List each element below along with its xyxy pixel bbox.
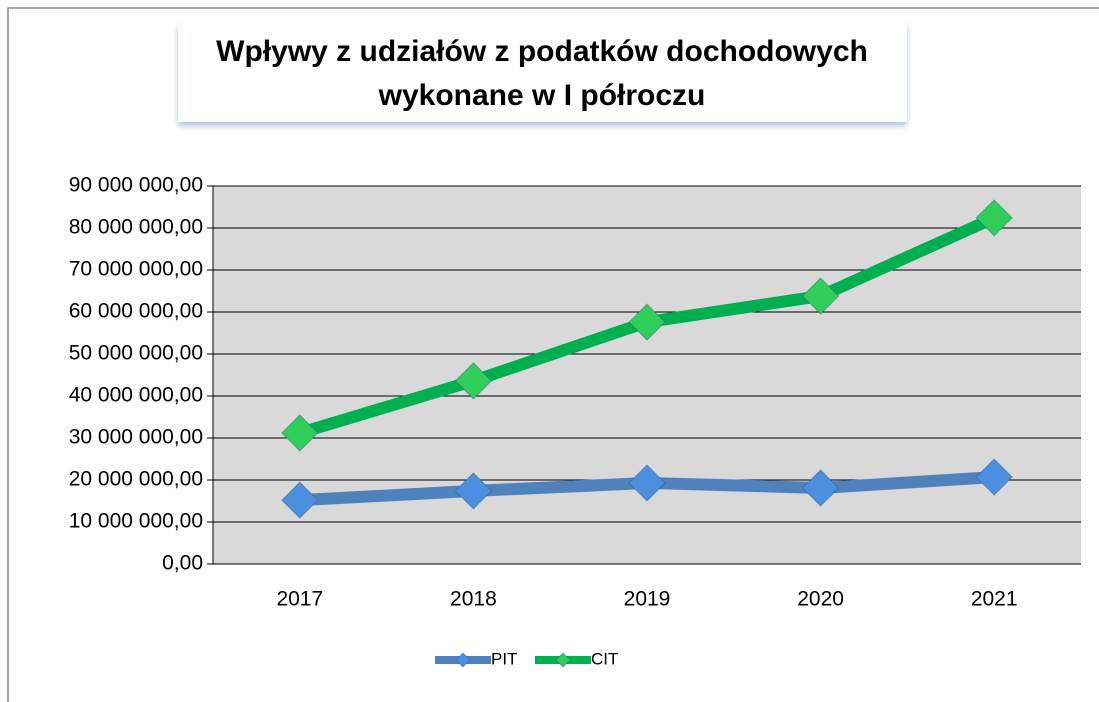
y-tick-label: 70 000 000,00 (69, 258, 203, 281)
marker (801, 277, 840, 315)
marker (628, 464, 666, 502)
marker (628, 303, 666, 341)
chart-title: Wpływy z udziałów z podatków dochodowych (216, 35, 868, 68)
x-tick-label: 2019 (624, 588, 671, 611)
chart-border (7, 7, 1099, 702)
y-tick-label: 80 000 000,00 (69, 216, 203, 239)
chart-title: wykonane w I półroczu (378, 79, 706, 112)
y-tick-label: 0,00 (162, 552, 203, 575)
marker (801, 469, 840, 507)
legend-label: PIT (491, 649, 517, 668)
marker (281, 481, 319, 519)
marker (454, 362, 493, 400)
y-tick-label: 50 000 000,00 (69, 342, 203, 365)
marker (281, 414, 319, 452)
x-tick-label: 2018 (450, 588, 497, 611)
legend-marker (555, 652, 571, 668)
legend-marker (455, 652, 471, 668)
y-tick-label: 40 000 000,00 (69, 384, 203, 407)
y-tick-label: 20 000 000,00 (69, 468, 203, 491)
y-tick-label: 30 000 000,00 (69, 426, 203, 449)
x-tick-label: 2020 (797, 588, 844, 611)
legend-label: CIT (591, 649, 618, 668)
x-tick-label: 2021 (971, 588, 1018, 611)
title-box (178, 22, 907, 122)
y-tick-label: 10 000 000,00 (69, 510, 203, 533)
marker (975, 458, 1013, 496)
marker (975, 199, 1013, 237)
y-tick-label: 60 000 000,00 (69, 300, 203, 323)
marker (454, 472, 493, 510)
x-tick-label: 2017 (276, 588, 323, 611)
y-tick-label: 90 000 000,00 (69, 174, 203, 197)
